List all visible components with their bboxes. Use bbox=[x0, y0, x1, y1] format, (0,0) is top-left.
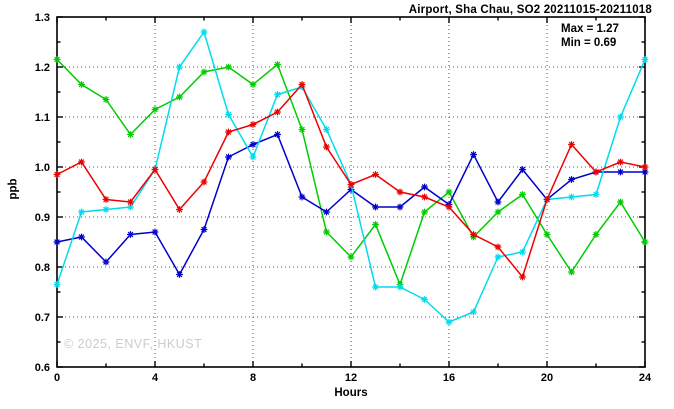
plot-frame bbox=[56, 16, 646, 368]
x-tick-label: 16 bbox=[443, 372, 455, 384]
red-series-markers bbox=[53, 81, 649, 281]
x-axis-label: Hours bbox=[334, 387, 368, 399]
min-value-label: Min = 0.69 bbox=[561, 37, 617, 49]
x-tick-label: 12 bbox=[345, 372, 357, 384]
max-min-annotation: Max = 1.27 Min = 0.69 bbox=[561, 22, 619, 50]
x-tick-label: 0 bbox=[54, 372, 60, 384]
green-series-markers bbox=[53, 56, 649, 288]
y-tick-label: 1.1 bbox=[35, 112, 50, 124]
y-tick-label: 1.3 bbox=[35, 12, 50, 24]
x-tick-label: 20 bbox=[541, 372, 553, 384]
cyan-series-markers bbox=[53, 28, 649, 326]
y-tick-label: 0.8 bbox=[35, 262, 50, 274]
y-axis-label: ppb bbox=[7, 178, 20, 200]
y-tick-label: 0.6 bbox=[35, 362, 50, 374]
x-tick-label: 4 bbox=[152, 372, 159, 384]
max-value-label: Max = 1.27 bbox=[561, 23, 619, 35]
y-tick-label: 0.7 bbox=[35, 312, 50, 324]
y-tick-label: 1.2 bbox=[35, 62, 50, 74]
x-tick-label: 24 bbox=[639, 372, 652, 384]
y-tick-label: 1.0 bbox=[35, 162, 50, 174]
y-tick-label: 0.9 bbox=[35, 212, 50, 224]
watermark: © 2025, ENVF, HKUST bbox=[64, 337, 203, 351]
chart-title: Airport, Sha Chau, SO2 20211015-20211018 bbox=[408, 4, 652, 16]
x-tick-label: 8 bbox=[250, 372, 256, 384]
